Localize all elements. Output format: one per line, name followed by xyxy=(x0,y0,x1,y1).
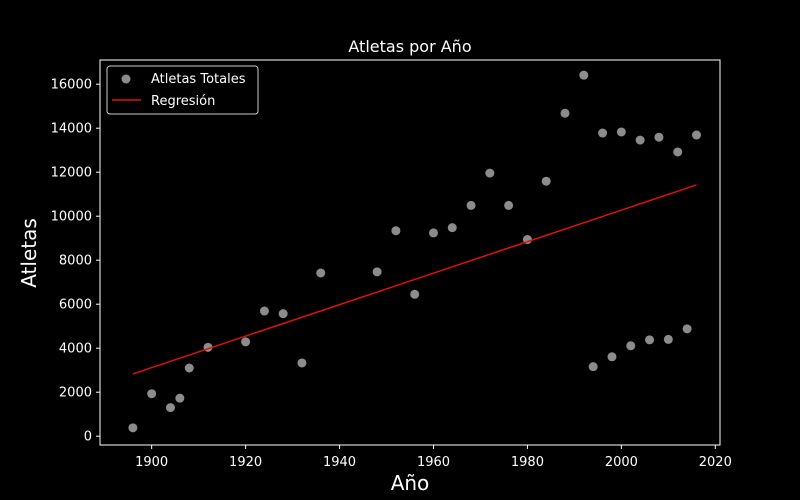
y-axis-label: Atletas xyxy=(17,218,41,288)
data-point xyxy=(504,200,514,210)
data-point xyxy=(682,324,692,334)
data-point xyxy=(466,200,476,210)
plot-frame xyxy=(99,59,721,446)
data-point xyxy=(259,306,269,316)
x-tick-label: 1900 xyxy=(135,455,168,470)
data-point xyxy=(560,108,570,118)
data-point xyxy=(673,147,683,157)
data-point xyxy=(447,223,457,233)
y-tick-label: 10000 xyxy=(51,210,92,225)
data-point xyxy=(616,127,626,137)
data-point xyxy=(410,289,420,299)
data-point xyxy=(428,228,438,238)
data-point xyxy=(645,335,655,345)
data-point xyxy=(391,226,401,236)
x-tick-label: 1920 xyxy=(229,455,262,470)
x-tick-label: 2020 xyxy=(699,455,732,470)
y-tick-label: 8000 xyxy=(59,254,92,269)
x-axis: 1900 1920 1940 1960 1980 2000 2020 xyxy=(135,445,732,470)
legend-label-atletas-totales: Atletas Totales xyxy=(151,72,246,87)
chart-title: Atletas por Año xyxy=(348,37,471,56)
data-point xyxy=(128,423,138,433)
data-point xyxy=(175,393,185,403)
data-point xyxy=(579,70,589,80)
y-axis: 0 2000 4000 6000 8000 10000 12000 14000 16000 xyxy=(51,78,100,445)
data-point xyxy=(165,403,175,413)
data-point xyxy=(598,128,608,138)
y-tick-label: 6000 xyxy=(59,298,92,313)
data-point xyxy=(241,337,251,347)
data-point xyxy=(663,334,673,344)
data-point xyxy=(278,309,288,319)
y-tick-label: 12000 xyxy=(51,166,92,181)
data-point xyxy=(316,268,326,278)
data-point xyxy=(635,135,645,145)
data-point xyxy=(654,132,664,142)
data-point xyxy=(588,362,598,372)
regression-line xyxy=(132,184,697,375)
data-point xyxy=(297,358,307,368)
data-point xyxy=(607,352,617,362)
data-point xyxy=(147,389,157,399)
data-point xyxy=(626,341,636,351)
y-tick-label: 0 xyxy=(84,430,92,445)
x-tick-label: 2000 xyxy=(605,455,638,470)
y-tick-label: 14000 xyxy=(51,122,92,137)
legend-box xyxy=(106,65,259,115)
x-tick-label: 1960 xyxy=(417,455,450,470)
data-point xyxy=(485,168,495,178)
data-point xyxy=(541,176,551,186)
y-tick-label: 16000 xyxy=(51,78,92,93)
legend-label-regresion: Regresión xyxy=(151,94,215,109)
legend: Atletas Totales Regresión xyxy=(106,65,259,115)
data-point xyxy=(692,130,702,140)
y-tick-label: 4000 xyxy=(59,342,92,357)
plot-area xyxy=(128,70,702,433)
x-axis-label: Año xyxy=(391,471,430,495)
x-tick-label: 1980 xyxy=(511,455,544,470)
y-tick-label: 2000 xyxy=(59,386,92,401)
data-point xyxy=(372,267,382,277)
data-point xyxy=(184,363,194,373)
x-tick-label: 1940 xyxy=(323,455,356,470)
legend-marker-atletas-totales xyxy=(121,74,131,84)
